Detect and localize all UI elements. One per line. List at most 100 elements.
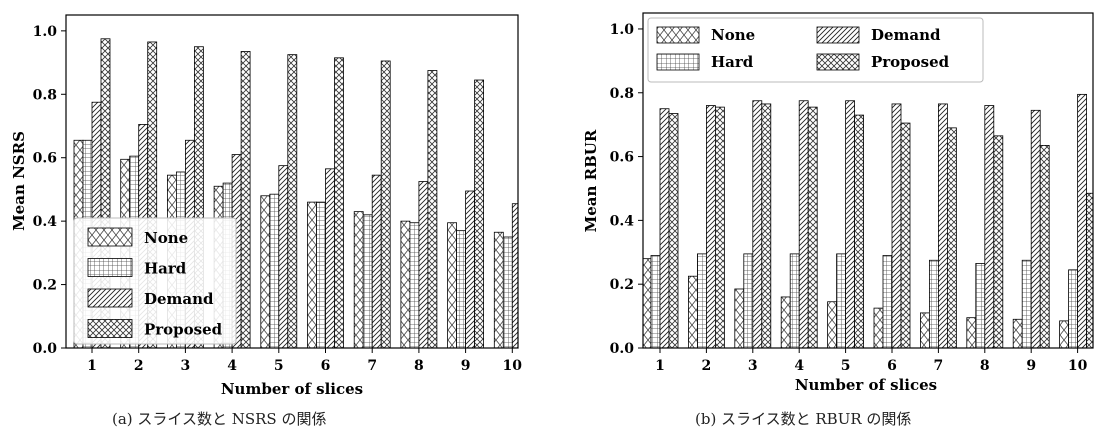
bar-b-hard-2 bbox=[697, 253, 707, 349]
y-tick-label: 0.4 bbox=[33, 214, 58, 230]
bar-a-proposed-8 bbox=[427, 70, 438, 349]
x-tick-label: 4 bbox=[227, 358, 237, 374]
legend-swatch-hard bbox=[656, 53, 700, 71]
legend-label-hard: Hard bbox=[144, 260, 187, 278]
chart-b: 0.0 0.2 0.4 0.6 0.8 1.0 1 2 3 4 5 6 7 8 9 10 Mean RBUR… bbox=[582, 12, 1094, 394]
bar-b-demand-4 bbox=[798, 100, 809, 349]
bar-b-none-9 bbox=[1012, 318, 1023, 349]
caption-b: (b) スライス数と RBUR の関係 bbox=[695, 410, 912, 428]
bar-b-proposed-2 bbox=[715, 106, 725, 349]
bar-a-demand-7 bbox=[371, 174, 382, 349]
bar-b-demand-2 bbox=[706, 105, 716, 349]
legend-label-demand: Demand bbox=[871, 26, 941, 44]
x-tick-label: 6 bbox=[887, 358, 897, 374]
bar-a-proposed-6 bbox=[334, 57, 344, 349]
legend-label-none: None bbox=[144, 229, 188, 247]
bar-b-none-10 bbox=[1059, 320, 1069, 349]
bar-a-demand-5 bbox=[278, 165, 289, 349]
bar-b-none-8 bbox=[966, 317, 977, 349]
chart-b-legend: None Hard Demand Proposed bbox=[647, 17, 984, 83]
bar-a-hard-6 bbox=[316, 201, 326, 349]
x-tick-label: 3 bbox=[181, 358, 191, 374]
bar-a-none-9 bbox=[447, 222, 458, 349]
bar-b-none-1 bbox=[642, 258, 652, 349]
bar-b-demand-5 bbox=[845, 100, 855, 349]
y-tick-label: 0.8 bbox=[610, 86, 634, 102]
x-tick-label: 10 bbox=[503, 358, 523, 374]
bar-b-proposed-6 bbox=[900, 122, 911, 349]
bar-a-none-8 bbox=[400, 220, 411, 349]
bar-a-demand-9 bbox=[465, 190, 476, 349]
bar-a-hard-9 bbox=[456, 230, 467, 349]
x-tick-label: 3 bbox=[748, 358, 758, 374]
bar-a-demand-6 bbox=[325, 168, 335, 349]
chart-a-ylabel: Mean NSRS bbox=[10, 131, 28, 231]
bar-a-proposed-7 bbox=[380, 60, 391, 349]
bar-a-demand-10 bbox=[511, 203, 519, 349]
bar-a-proposed-9 bbox=[474, 79, 485, 349]
bar-b-proposed-5 bbox=[854, 114, 864, 349]
bar-a-proposed-4 bbox=[240, 51, 251, 349]
legend-box bbox=[647, 17, 984, 83]
bar-a-proposed-5 bbox=[287, 54, 298, 349]
bar-b-demand-7 bbox=[938, 103, 948, 349]
y-tick-label: 0.2 bbox=[610, 277, 634, 293]
bar-a-none-10 bbox=[493, 231, 504, 349]
x-tick-label: 7 bbox=[934, 358, 944, 374]
bar-a-none-6 bbox=[307, 201, 317, 349]
bar-a-none-7 bbox=[353, 211, 364, 349]
legend-label-proposed: Proposed bbox=[144, 321, 223, 339]
chart-a-xlabel: Number of slices bbox=[221, 380, 363, 398]
legend-swatch-none bbox=[656, 26, 700, 44]
bar-b-proposed-8 bbox=[993, 135, 1004, 349]
bar-b-proposed-4 bbox=[807, 106, 818, 349]
legend-swatch-hard bbox=[87, 258, 133, 277]
y-tick-label: 0.6 bbox=[610, 150, 634, 166]
chart-a-x-ticks: 1 2 3 4 5 6 7 8 9 10 bbox=[87, 348, 522, 374]
bar-b-proposed-9 bbox=[1039, 145, 1050, 349]
x-tick-label: 5 bbox=[274, 358, 284, 374]
bar-b-demand-10 bbox=[1077, 93, 1087, 349]
bar-b-demand-6 bbox=[891, 103, 902, 349]
legend-swatch-proposed bbox=[816, 53, 860, 71]
x-tick-label: 5 bbox=[841, 358, 851, 374]
legend-box bbox=[73, 217, 237, 345]
x-tick-label: 10 bbox=[1068, 358, 1088, 374]
bar-b-none-5 bbox=[827, 301, 837, 349]
bar-b-demand-1 bbox=[659, 108, 670, 349]
bar-b-hard-3 bbox=[743, 253, 754, 349]
bar-b-demand-8 bbox=[984, 105, 995, 349]
bar-b-none-7 bbox=[920, 312, 930, 349]
chart-b-x-ticks: 1 2 3 4 5 6 7 8 9 10 bbox=[655, 348, 1088, 374]
chart-b-xlabel: Number of slices bbox=[795, 376, 937, 394]
legend-swatch-none bbox=[87, 227, 133, 247]
bar-b-none-2 bbox=[688, 275, 698, 349]
bar-b-hard-1 bbox=[650, 255, 661, 349]
bar-b-hard-9 bbox=[1021, 259, 1032, 349]
chart-a-legend: None Hard Demand Proposed bbox=[73, 217, 237, 345]
y-tick-label: 0.4 bbox=[610, 213, 635, 229]
bar-b-hard-7 bbox=[929, 259, 939, 349]
bar-b-none-4 bbox=[780, 296, 791, 349]
y-tick-label: 1.0 bbox=[610, 22, 635, 38]
bar-b-proposed-7 bbox=[947, 127, 957, 349]
y-tick-label: 0.6 bbox=[33, 151, 57, 167]
x-tick-label: 2 bbox=[134, 358, 144, 374]
chart-b-frame bbox=[642, 12, 1094, 349]
bar-b-none-6 bbox=[873, 307, 884, 349]
chart-b-y-ticks: 0.0 0.2 0.4 0.6 0.8 1.0 bbox=[610, 22, 643, 357]
x-tick-label: 9 bbox=[461, 358, 471, 374]
chart-a-y-ticks: 0.0 0.2 0.4 0.6 0.8 1.0 bbox=[33, 24, 66, 357]
y-tick-label: 1.0 bbox=[33, 24, 58, 40]
y-tick-label: 0.8 bbox=[33, 87, 57, 103]
y-tick-label: 0.0 bbox=[33, 341, 58, 357]
chart-a: 0.0 0.2 0.4 0.6 0.8 1.0 1 2 3 4 5 6 7 8 9 10 Mean NSRS… bbox=[10, 14, 522, 398]
bar-b-hard-5 bbox=[836, 253, 846, 349]
bar-b-hard-8 bbox=[975, 263, 986, 349]
x-tick-label: 8 bbox=[980, 358, 990, 374]
bar-b-proposed-10 bbox=[1086, 192, 1094, 349]
chart-a-frame bbox=[65, 14, 519, 349]
x-tick-label: 6 bbox=[321, 358, 331, 374]
bar-b-demand-3 bbox=[752, 100, 763, 349]
